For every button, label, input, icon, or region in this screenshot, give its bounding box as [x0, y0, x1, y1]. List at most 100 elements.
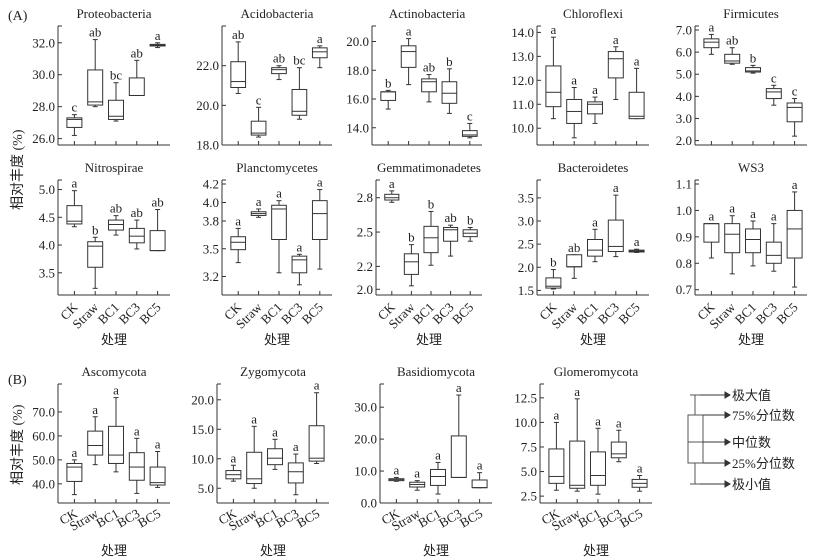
- iqr-box: [471, 479, 488, 489]
- significance-letter: a: [256, 194, 262, 209]
- y-tick-label: 3.2: [203, 269, 219, 284]
- y-tick-label: 30.0: [354, 400, 377, 415]
- y-tick-label: 2.2: [357, 259, 373, 274]
- significance-letter: a: [592, 214, 598, 229]
- box-bc3: bc: [291, 53, 308, 145]
- iqr-box: [765, 241, 782, 264]
- iqr-box: [108, 219, 124, 231]
- significance-letter: a: [595, 413, 601, 428]
- iqr-box: [450, 435, 467, 478]
- significance-letter: a: [276, 186, 282, 201]
- iqr-box: [400, 45, 417, 68]
- y-tick-label: 32.0: [32, 35, 55, 50]
- significance-letter: ab: [131, 45, 143, 60]
- box-bc5: c: [461, 108, 478, 145]
- significance-letter: a: [456, 380, 462, 395]
- significance-letter: ab: [89, 25, 101, 40]
- chart-title: Gemmatimonadetes: [377, 160, 481, 175]
- iqr-box: [108, 425, 124, 464]
- iqr-box: [786, 209, 803, 259]
- significance-letter: a: [729, 201, 735, 216]
- y-tick-label: 10.0: [191, 451, 214, 466]
- x-axis-title: 处理: [580, 332, 606, 347]
- y-tick-label: 7.5: [521, 439, 537, 454]
- y-tick-label: 5.0: [676, 67, 692, 82]
- chart-bacteroidetes: Bacteroidetes1.52.02.53.03.5bCKabStrawaB…: [518, 160, 649, 347]
- y-tick-label: 2.5: [521, 489, 537, 504]
- significance-letter: b: [428, 196, 435, 211]
- iqr-box: [607, 51, 624, 79]
- significance-letter: a: [92, 402, 98, 417]
- y-tick-label: 10.0: [354, 464, 377, 479]
- chart-zygomycota: Zygomycota5.010.015.020.0aCKaStrawaBC1aB…: [191, 364, 329, 558]
- y-tick-label: 3.8: [203, 214, 219, 229]
- y-axis-label-a: 相对丰度 (%): [10, 129, 26, 210]
- x-axis-title: 处理: [738, 332, 764, 347]
- y-tick-label: 1.5: [518, 283, 534, 298]
- significance-letter: a: [314, 378, 320, 393]
- y-tick-label: 5.0: [198, 481, 214, 496]
- iqr-box: [566, 254, 583, 268]
- y-tick-label: 2.5: [518, 237, 534, 252]
- significance-letter: a: [634, 234, 640, 249]
- chart-title: Planctomycetes: [236, 160, 318, 175]
- y-tick-label: 12.0: [511, 73, 534, 88]
- significance-letter: a: [72, 445, 78, 460]
- significance-letter: a: [613, 180, 619, 195]
- iqr-box: [308, 425, 325, 462]
- box-bc5: a BC5: [298, 175, 328, 327]
- significance-letter: a: [709, 19, 715, 34]
- panel-a-label: (A): [8, 9, 28, 24]
- y-tick-label: 2.0: [676, 133, 692, 148]
- y-tick-label: 60.0: [32, 428, 55, 443]
- box-bc3: b: [441, 54, 458, 145]
- iqr-box: [545, 65, 562, 108]
- box-ck: ab: [230, 27, 247, 145]
- legend-label-q1: 25%分位数: [732, 456, 795, 471]
- box-bc5: a BC5: [135, 436, 166, 531]
- y-axis-label-b: 相对丰度 (%): [10, 404, 26, 485]
- iqr-box: [271, 204, 287, 240]
- iqr-box: [548, 448, 565, 484]
- significance-letter: a: [634, 53, 640, 68]
- significance-letter: a: [155, 28, 161, 43]
- significance-letter: ab: [444, 210, 456, 225]
- iqr-box: [246, 451, 263, 485]
- iqr-box: [230, 61, 247, 88]
- significance-letter: bc: [110, 68, 123, 83]
- box-bc3: ab: [128, 45, 145, 145]
- y-tick-label: 0.8: [676, 256, 692, 271]
- iqr-box: [443, 226, 459, 242]
- box-straw: a: [566, 73, 583, 145]
- significance-letter: ab: [110, 201, 122, 216]
- significance-letter: bc: [293, 53, 306, 68]
- x-axis-title: 处理: [583, 543, 609, 558]
- y-tick-label: 16.0: [346, 92, 369, 107]
- box-bc1: bc: [108, 68, 124, 145]
- iqr-box: [745, 228, 761, 254]
- chart-title: Glomeromycota: [554, 364, 639, 379]
- iqr-box: [590, 451, 606, 486]
- box-ck: aCK: [57, 176, 83, 323]
- iqr-box: [66, 205, 83, 225]
- y-tick-label: 0.0: [361, 496, 377, 511]
- legend-arrowhead-median: [724, 438, 731, 446]
- iqr-box: [628, 91, 645, 120]
- box-ck: b: [380, 75, 397, 145]
- y-tick-label: 4.0: [203, 195, 219, 210]
- significance-letter: a: [709, 209, 715, 224]
- significance-letter: a: [394, 462, 400, 477]
- box-ck: aCK: [694, 209, 720, 323]
- box-bc5: a: [311, 31, 328, 145]
- significance-letter: a: [72, 176, 78, 191]
- significance-letter: a: [134, 423, 140, 438]
- iqr-box: [421, 78, 437, 93]
- legend-label-median: 中位数: [732, 435, 771, 450]
- chart-ws3: WS30.70.80.91.01.1aCKaStrawaBC1aBC3aBC5处…: [676, 160, 807, 347]
- y-tick-label: 3.0: [518, 214, 534, 229]
